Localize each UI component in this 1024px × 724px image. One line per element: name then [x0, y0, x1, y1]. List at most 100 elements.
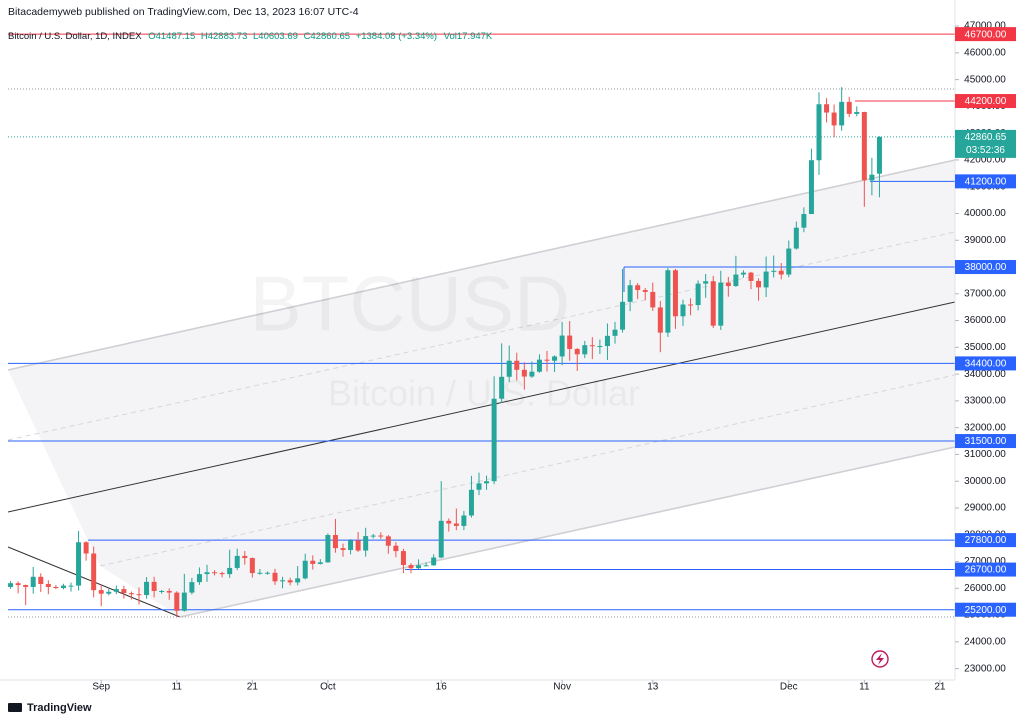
- candle-body: [416, 565, 422, 569]
- candle-body: [650, 291, 656, 308]
- x-tick-label: Nov: [553, 682, 571, 693]
- candle-body: [446, 520, 452, 524]
- y-tick-label: 32000.00: [964, 422, 1006, 433]
- x-tick-label: 21: [934, 682, 946, 693]
- candle-body: [476, 483, 482, 490]
- x-tick-label: 11: [172, 682, 183, 693]
- x-tick-label: 13: [647, 682, 659, 693]
- candle-body: [76, 542, 82, 586]
- level-tag-label: 46700.00: [965, 29, 1007, 40]
- candle-body: [363, 536, 369, 551]
- alert-icon: [871, 650, 889, 668]
- level-tag-label: 44200.00: [965, 96, 1007, 107]
- close-text: C42860.65: [304, 31, 350, 42]
- y-tick-label: 30000.00: [964, 476, 1006, 487]
- footer-text: TradingView: [27, 702, 92, 714]
- x-tick-label: 11: [859, 682, 870, 693]
- candle-body: [332, 535, 338, 549]
- candle-body: [552, 356, 558, 361]
- candle-body: [257, 572, 263, 574]
- y-tick-label: 34000.00: [964, 369, 1006, 380]
- candle-body: [824, 104, 830, 113]
- candle-body: [121, 589, 127, 594]
- candle-body: [317, 562, 323, 564]
- y-tick-label: 23000.00: [964, 663, 1006, 674]
- candle-body: [38, 576, 44, 585]
- channel-mid-lower: [99, 374, 956, 567]
- candle-body: [370, 535, 376, 537]
- candle-body: [876, 136, 882, 174]
- candle-body: [212, 572, 218, 574]
- candle-body: [408, 565, 414, 569]
- candle-body: [808, 160, 814, 215]
- x-tick-label: 16: [436, 682, 448, 693]
- y-tick-label: 31000.00: [964, 449, 1006, 460]
- candle-body: [385, 536, 391, 546]
- level-tag: [955, 27, 1016, 42]
- change-text: +1384.08 (+3.34%): [356, 31, 437, 42]
- level-tag: [955, 94, 1016, 109]
- candle-body: [325, 535, 331, 563]
- open-text: O41487.15: [148, 31, 195, 42]
- candle-body: [672, 270, 678, 317]
- candle-body: [83, 542, 89, 554]
- candle-body: [499, 376, 505, 399]
- price-tags: 46700.00 44200.00 41200.00 38000.00 34400.00…: [955, 27, 1016, 617]
- candle-body: [23, 585, 29, 587]
- y-tick-label: 40000.00: [964, 208, 1006, 219]
- candle-body: [144, 581, 150, 595]
- candle-body: [196, 574, 202, 583]
- level-tag-label: 31500.00: [965, 436, 1007, 447]
- candle-body: [665, 270, 671, 333]
- candle-body: [8, 583, 14, 587]
- channel-center: [7, 301, 956, 513]
- candle-body: [484, 481, 490, 484]
- candle-body: [567, 335, 573, 349]
- candle-body: [423, 565, 429, 567]
- candle-body: [461, 515, 467, 526]
- candle-body: [635, 285, 641, 291]
- candle-body: [559, 335, 565, 357]
- candles: [8, 87, 882, 618]
- candle-body: [786, 248, 792, 275]
- level-tag: [955, 533, 1016, 548]
- y-tick-label: 47000.00: [964, 21, 1006, 32]
- candle-body: [287, 580, 293, 583]
- candle-body: [106, 591, 112, 594]
- last-price-tag: [955, 129, 1016, 158]
- candle-body: [113, 589, 119, 592]
- candle-body: [355, 540, 361, 551]
- level-tag-label: 25200.00: [965, 605, 1007, 616]
- candle-body: [166, 590, 172, 593]
- candle-body: [536, 359, 542, 372]
- candle-body: [831, 112, 837, 126]
- y-tick-label: 33000.00: [964, 396, 1006, 407]
- candle-body: [801, 214, 807, 228]
- candle-body: [348, 540, 354, 551]
- candle-body: [431, 557, 437, 566]
- candle-body: [272, 572, 278, 582]
- symbol: Bitcoin / U.S. Dollar, 1D, INDEX: [8, 31, 142, 42]
- x-tick-label: Dec: [780, 682, 798, 693]
- candle-body: [861, 112, 867, 181]
- low-text: L40603.69: [253, 31, 298, 42]
- candle-body: [589, 345, 595, 347]
- channel-fill: [8, 160, 955, 617]
- candle-body: [128, 593, 134, 595]
- level-tag: [955, 562, 1016, 577]
- channel-upper: [7, 159, 956, 371]
- candle-body: [544, 359, 550, 361]
- candle-body: [378, 535, 384, 537]
- candle-body: [816, 104, 822, 161]
- candle-body: [793, 227, 799, 249]
- watermark-symbol: BTCUSD: [250, 260, 571, 348]
- candle-body: [778, 270, 784, 275]
- candle-body: [189, 582, 195, 593]
- candle-body: [204, 572, 210, 575]
- level-tag-label: 38000.00: [965, 262, 1007, 273]
- candle-body: [310, 560, 316, 564]
- candle-body: [302, 560, 308, 579]
- level-tag: [955, 174, 1016, 189]
- candle-body: [574, 348, 580, 355]
- candle-body: [438, 520, 444, 558]
